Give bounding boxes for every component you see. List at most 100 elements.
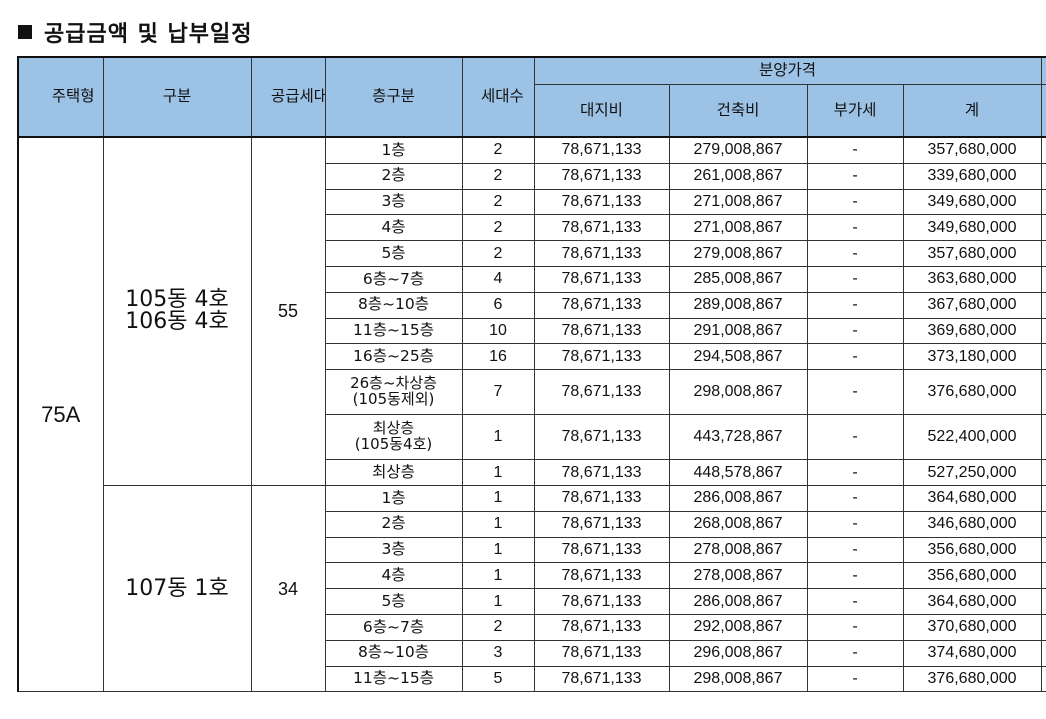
land-price-cell: 78,671,133 bbox=[533, 240, 670, 267]
extra-cell bbox=[1040, 162, 1046, 190]
total-price-cell: 356,680,000 bbox=[902, 536, 1042, 564]
units-cell: 2 bbox=[461, 188, 535, 216]
supply-units-cell: 34 bbox=[250, 484, 326, 693]
building-price-cell: 296,008,867 bbox=[668, 639, 808, 667]
extra-cell bbox=[1040, 214, 1046, 242]
land-price-cell: 78,671,133 bbox=[533, 343, 670, 371]
vat-cell: - bbox=[806, 214, 904, 242]
square-bullet-icon bbox=[18, 25, 32, 39]
floor-cell: 4층 bbox=[324, 214, 463, 242]
vat-cell: - bbox=[806, 162, 904, 190]
floor-label: 26층~차상층 bbox=[350, 374, 437, 393]
building-price-cell: 289,008,867 bbox=[668, 291, 808, 319]
building-price-cell: 278,008,867 bbox=[668, 536, 808, 564]
table-header: 주택형 구분 공급세대수 층구분 세대수 분양가격 대지비 건축비 부가세 계 bbox=[17, 56, 1046, 138]
division-cell: 105동 4호 106동 4호 bbox=[102, 136, 252, 486]
units-cell: 2 bbox=[461, 613, 535, 641]
building-price-cell: 271,008,867 bbox=[668, 214, 808, 242]
building-price-cell: 279,008,867 bbox=[668, 240, 808, 267]
floor-cell: 26층~차상층 (105동제외) bbox=[324, 369, 463, 416]
extra-cell bbox=[1040, 562, 1046, 590]
floor-cell: 6층~7층 bbox=[324, 265, 463, 293]
header-units: 세대수 bbox=[461, 56, 535, 138]
total-price-cell: 357,680,000 bbox=[902, 240, 1042, 267]
vat-cell: - bbox=[806, 536, 904, 564]
supply-units-cell: 55 bbox=[250, 136, 326, 486]
land-price-cell: 78,671,133 bbox=[533, 459, 670, 486]
extra-cell bbox=[1040, 665, 1046, 693]
vat-cell: - bbox=[806, 414, 904, 461]
total-price-cell: 367,680,000 bbox=[902, 291, 1042, 319]
total-price-cell: 363,680,000 bbox=[902, 265, 1042, 293]
header-total: 계 bbox=[902, 84, 1042, 138]
floor-cell: 3층 bbox=[324, 188, 463, 216]
building-price-cell: 261,008,867 bbox=[668, 162, 808, 190]
header-supply-units: 공급세대수 bbox=[250, 56, 326, 138]
extra-cell bbox=[1040, 240, 1046, 267]
table-row: 4층 1 78,671,133 278,008,867-356,680,000 bbox=[18, 562, 1046, 590]
total-price-cell: 356,680,000 bbox=[902, 562, 1042, 590]
land-price-cell: 78,671,133 bbox=[533, 188, 670, 216]
total-price-cell: 376,680,000 bbox=[902, 369, 1042, 416]
table-row: 11층~15층 5 78,671,133 298,008,867-376,680,00… bbox=[18, 665, 1046, 693]
header-extra-2 bbox=[1040, 84, 1046, 138]
floor-cell: 16층~25층 bbox=[324, 343, 463, 371]
floor-cell: 8층~10층 bbox=[324, 639, 463, 667]
vat-cell: - bbox=[806, 240, 904, 267]
units-cell: 2 bbox=[461, 162, 535, 190]
building-price-cell: 268,008,867 bbox=[668, 510, 808, 538]
extra-cell bbox=[1040, 369, 1046, 416]
table-row: 최상층 (105동4호) 1 78,671,133 443,728,867-522,40… bbox=[18, 414, 1046, 461]
housing-type-cell: 75A bbox=[17, 136, 104, 693]
floor-cell: 1층 bbox=[324, 484, 463, 512]
total-price-cell: 376,680,000 bbox=[902, 665, 1042, 693]
land-price-cell: 78,671,133 bbox=[533, 317, 670, 345]
total-price-cell: 369,680,000 bbox=[902, 317, 1042, 345]
units-cell: 1 bbox=[461, 414, 535, 461]
vat-cell: - bbox=[806, 136, 904, 164]
total-price-cell: 370,680,000 bbox=[902, 613, 1042, 641]
table-row: 6층~7층 2 78,671,133 292,008,867-370,680,000 bbox=[18, 613, 1046, 641]
extra-cell bbox=[1040, 639, 1046, 667]
table-row: 6층~7층 4 78,671,133 285,008,867-363,680,000 bbox=[18, 265, 1046, 293]
extra-cell bbox=[1040, 136, 1046, 164]
vat-cell: - bbox=[806, 459, 904, 486]
land-price-cell: 78,671,133 bbox=[533, 510, 670, 538]
building-price-cell: 298,008,867 bbox=[668, 369, 808, 416]
vat-cell: - bbox=[806, 562, 904, 590]
extra-cell bbox=[1040, 459, 1046, 486]
floor-cell: 2층 bbox=[324, 162, 463, 190]
land-price-cell: 78,671,133 bbox=[533, 162, 670, 190]
units-cell: 2 bbox=[461, 136, 535, 164]
extra-cell bbox=[1040, 588, 1046, 615]
page-title-text: 공급금액 및 납부일정 bbox=[44, 22, 253, 47]
building-price-cell: 294,508,867 bbox=[668, 343, 808, 371]
page-title: 공급금액 및 납부일정 bbox=[18, 14, 252, 50]
vat-cell: - bbox=[806, 588, 904, 615]
units-cell: 10 bbox=[461, 317, 535, 345]
building-price-cell: 278,008,867 bbox=[668, 562, 808, 590]
vat-cell: - bbox=[806, 188, 904, 216]
floor-cell: 11층~15층 bbox=[324, 317, 463, 345]
floor-cell: 4층 bbox=[324, 562, 463, 590]
units-cell: 5 bbox=[461, 665, 535, 693]
land-price-cell: 78,671,133 bbox=[533, 136, 670, 164]
header-price-group: 분양가격 bbox=[533, 56, 1042, 85]
header-building: 건축비 bbox=[668, 84, 808, 138]
table-row: 최상층 1 78,671,133 448,578,867-527,250,000 bbox=[18, 459, 1046, 486]
units-cell: 1 bbox=[461, 510, 535, 538]
header-division: 구분 bbox=[102, 56, 252, 138]
land-price-cell: 78,671,133 bbox=[533, 414, 670, 461]
vat-cell: - bbox=[806, 484, 904, 512]
extra-cell bbox=[1040, 188, 1046, 216]
extra-cell bbox=[1040, 343, 1046, 371]
floor-cell: 5층 bbox=[324, 588, 463, 615]
building-price-cell: 291,008,867 bbox=[668, 317, 808, 345]
floor-cell: 6층~7층 bbox=[324, 613, 463, 641]
table-row: 3층 1 78,671,133 278,008,867-356,680,000 bbox=[18, 536, 1046, 564]
units-cell: 6 bbox=[461, 291, 535, 319]
units-cell: 1 bbox=[461, 459, 535, 486]
table-row: 3층 2 78,671,133 271,008,867-349,680,000 bbox=[18, 188, 1046, 216]
division-line-1: 105동 4호 bbox=[125, 287, 229, 313]
total-price-cell: 364,680,000 bbox=[902, 588, 1042, 615]
